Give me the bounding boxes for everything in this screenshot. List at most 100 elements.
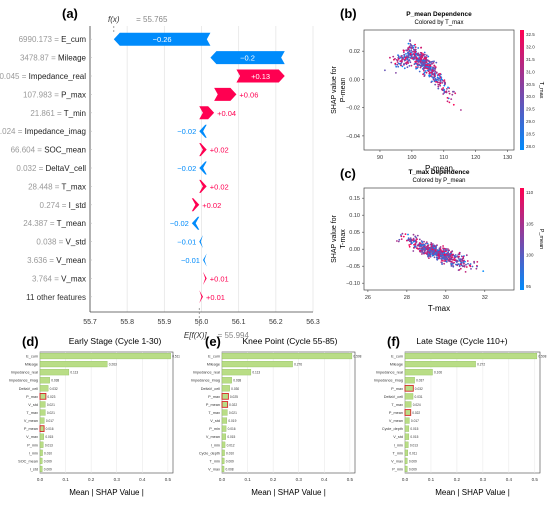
bar-value-label: −0.2 <box>240 54 255 63</box>
scatter-point <box>453 254 456 257</box>
x-tick-label: 0.1 <box>62 477 69 482</box>
scatter-point <box>443 82 446 84</box>
scatter-point <box>434 79 436 82</box>
category-label: P_max <box>391 387 403 391</box>
bar-value-label: 0.019 <box>228 419 236 423</box>
scatter-point <box>400 238 403 241</box>
scatter-point <box>422 73 424 76</box>
waterfall-bar <box>199 161 207 175</box>
scatter-point <box>403 67 406 70</box>
scatter-point <box>425 56 428 59</box>
scatter-point <box>448 90 450 93</box>
scatter-point <box>424 55 426 58</box>
fx-label: f(x) <box>108 15 120 24</box>
scatter-point <box>420 54 423 57</box>
scatter-point <box>476 261 479 263</box>
waterfall-bar <box>199 106 215 120</box>
importance-bar <box>39 401 46 408</box>
scatter-point <box>416 247 419 250</box>
scatter-point <box>420 240 423 242</box>
scatter-point <box>428 253 430 256</box>
category-label: T_max <box>208 411 220 415</box>
x-tick-label: 120 <box>471 155 480 161</box>
scatter-point <box>389 56 391 59</box>
scatter-point <box>415 66 417 68</box>
scatter-point <box>443 79 446 81</box>
waterfall-bar <box>210 51 285 65</box>
scatter-point <box>425 71 428 74</box>
scatter-point <box>434 67 437 70</box>
scatter-point <box>431 248 434 251</box>
scatter-point <box>469 264 471 267</box>
scatter-point <box>414 60 417 63</box>
scatter-point <box>436 76 439 79</box>
bar-value-label: +0.04 <box>217 109 236 118</box>
bar-value-label: 0.032 <box>415 387 423 391</box>
scatter-point <box>430 68 432 70</box>
feature-label: 0.038 = V_std <box>36 238 86 247</box>
scatter-point <box>437 85 440 88</box>
importance-bar <box>221 457 225 464</box>
scatter-point <box>440 255 442 257</box>
bar-value-label: +0.02 <box>202 201 221 210</box>
scatter-point <box>465 266 468 268</box>
x-tick-label: 30 <box>443 295 449 301</box>
plot-frame <box>363 29 515 151</box>
scatter-point <box>439 81 442 83</box>
waterfall-bar <box>191 216 200 230</box>
scatter-point <box>393 58 395 61</box>
feature-label: 3.636 = V_mean <box>27 256 86 265</box>
category-label: Impedance_imag <box>191 379 220 383</box>
importance-bar <box>221 441 226 448</box>
scatter-point <box>414 56 417 59</box>
feature-label: 0.274 = I_std <box>40 201 86 210</box>
scatter-point <box>451 93 454 96</box>
scatter-point <box>416 60 418 63</box>
scatter-point <box>428 67 431 69</box>
scatter-point <box>403 53 406 56</box>
importance-bar <box>221 465 225 473</box>
scatter-point <box>403 59 406 62</box>
scatter-point <box>445 254 448 257</box>
bar-value-label: 0.015 <box>227 435 235 439</box>
scatter-point <box>419 60 422 63</box>
fx-value: = 55.765 <box>136 15 168 24</box>
scatter-point <box>423 51 426 54</box>
colorbar-tick-label: 30.0 <box>526 94 535 99</box>
scatter-point <box>446 258 449 261</box>
scatter-point <box>434 249 437 252</box>
bar-value-label: 0.021 <box>47 403 55 407</box>
scatter-point <box>414 243 416 246</box>
scatter-point <box>430 242 433 244</box>
importance-bar <box>221 377 232 384</box>
scatter-point <box>443 92 446 94</box>
importance-bar <box>404 425 410 432</box>
scatter-point <box>417 66 419 68</box>
x-tick-label: 110 <box>439 155 448 161</box>
scatter-point <box>466 260 469 262</box>
scatter-point <box>454 259 456 262</box>
importance-bar <box>39 417 45 424</box>
scatter-point <box>406 49 409 52</box>
dependence-plot-t-max: T_max Dependence Colored by P_mean 0.15 0.1… <box>331 169 544 313</box>
y-tick-label: 0.00 <box>349 247 360 253</box>
scatter-point <box>437 83 440 86</box>
scatter-point <box>428 251 431 254</box>
x-tick-label: 0.2 <box>454 477 461 482</box>
bar-value-label: 0.016 <box>46 427 54 431</box>
bar-value-label: 0.015 <box>410 435 418 439</box>
x-tick-label: 55.8 <box>120 319 134 326</box>
scatter-point <box>454 254 457 256</box>
bar-value-label: +0.01 <box>206 293 225 302</box>
scatter-point <box>395 65 398 68</box>
x-tick-label: 55.7 <box>83 319 97 326</box>
scatter-point <box>447 254 450 257</box>
scatter-point <box>461 258 463 260</box>
category-label: SOC_mean <box>18 459 38 463</box>
x-tick-label: 0.2 <box>270 477 277 482</box>
colorbar-label: P_mean <box>538 229 544 250</box>
scatter-point <box>392 55 395 58</box>
scatter-point <box>414 46 417 49</box>
x-tick-label: 0.1 <box>428 477 435 482</box>
bar-value-label: 0.017 <box>411 419 419 423</box>
